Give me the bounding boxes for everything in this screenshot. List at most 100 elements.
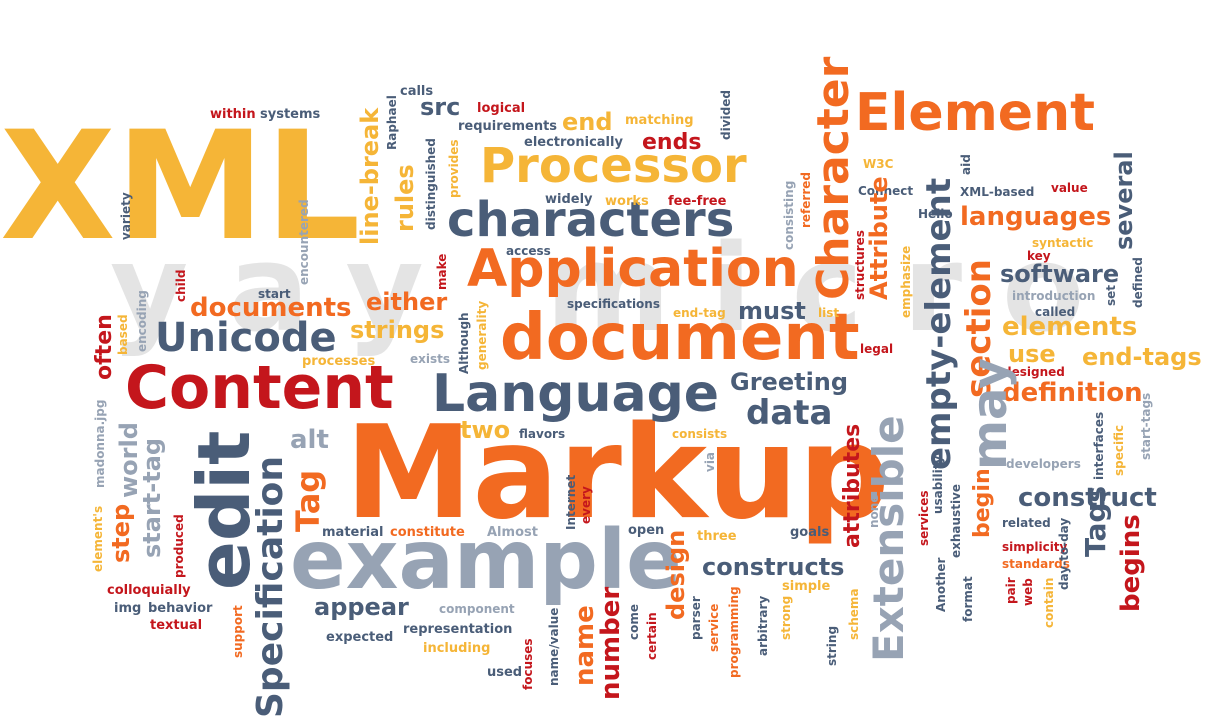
cloud-word-simple: simple	[782, 579, 831, 594]
cloud-word-pair: pair	[1004, 577, 1018, 604]
cloud-word-madonna-jpg: madonna.jpg	[93, 399, 107, 488]
cloud-word-introduction: introduction	[1012, 289, 1096, 303]
cloud-word-specific: specific	[1112, 424, 1126, 476]
cloud-word-start: start	[258, 287, 291, 301]
cloud-word-begin: begin	[970, 468, 995, 538]
cloud-word-divided: divided	[719, 90, 733, 140]
cloud-word-value: value	[1051, 181, 1088, 195]
cloud-word-processor: Processor	[480, 138, 747, 194]
cloud-word-must: must	[738, 297, 806, 325]
cloud-word-legal: legal	[860, 342, 894, 356]
cloud-word-tags: Tags	[1079, 485, 1112, 557]
cloud-word-characters: characters	[447, 192, 735, 248]
cloud-word-including: including	[423, 641, 491, 656]
cloud-word-goals: goals	[790, 525, 830, 540]
cloud-word-definition: definition	[1002, 378, 1143, 408]
cloud-word-interfaces: interfaces	[1092, 411, 1106, 480]
cloud-word-services: services	[917, 490, 931, 546]
cloud-word-contain: contain	[1042, 577, 1056, 628]
cloud-word-string: string	[825, 625, 839, 666]
cloud-word-variety: variety	[119, 192, 133, 240]
cloud-word-calls: calls	[400, 84, 434, 99]
cloud-word-format: format	[961, 576, 975, 622]
cloud-word-element-s: element's	[91, 505, 105, 572]
cloud-word-service: service	[707, 603, 721, 652]
cloud-word-called: called	[1035, 305, 1076, 319]
cloud-word-w3c: W3C	[863, 157, 894, 171]
cloud-word-software: software	[1000, 260, 1120, 288]
cloud-word-provides: provides	[447, 139, 461, 198]
cloud-word-almost: Almost	[487, 525, 538, 540]
cloud-word-generality: generality	[475, 300, 489, 370]
cloud-word-via: via	[703, 451, 717, 472]
cloud-word-requirements: requirements	[458, 119, 558, 134]
cloud-word-img: img	[114, 601, 142, 616]
cloud-word-name-value: name/value	[547, 607, 561, 686]
cloud-word-specification: Specification	[250, 455, 291, 717]
cloud-word-set: set	[1104, 284, 1118, 306]
cloud-word-electronically: electronically	[524, 135, 623, 150]
cloud-word-hello: Hello	[918, 207, 953, 221]
cloud-word-based: based	[116, 314, 130, 355]
cloud-word-matching: matching	[625, 113, 694, 128]
cloud-word-either: either	[366, 288, 448, 316]
cloud-word-colloquially: colloquially	[107, 583, 191, 598]
cloud-word-end-tags: end-tags	[1082, 343, 1202, 371]
cloud-word-appear: appear	[314, 593, 409, 621]
cloud-word-although: Although	[457, 312, 471, 374]
cloud-word-material: material	[322, 525, 384, 540]
cloud-word-two: two	[460, 416, 511, 444]
cloud-word-use: use	[1008, 340, 1056, 368]
cloud-word-consisting: consisting	[782, 180, 796, 250]
cloud-word-languages: languages	[960, 202, 1112, 232]
cloud-word-strong: strong	[779, 595, 793, 640]
cloud-word-referred: referred	[799, 172, 813, 228]
cloud-word-src: src	[420, 93, 461, 121]
cloud-word-exhaustive: exhaustive	[949, 483, 963, 558]
cloud-word-step: step	[107, 503, 135, 563]
cloud-word-related: related	[1002, 516, 1051, 530]
cloud-word-may: may	[962, 357, 1018, 470]
cloud-word-raphael: Raphael	[385, 95, 399, 150]
cloud-word-constitute: constitute	[390, 525, 465, 540]
cloud-word-end-tag: end-tag	[673, 306, 726, 320]
cloud-word-exists: exists	[410, 352, 451, 366]
cloud-word-systems: systems	[260, 107, 321, 122]
cloud-word-open: open	[628, 523, 665, 538]
cloud-word-design: design	[662, 529, 690, 620]
cloud-word-list: list	[818, 306, 840, 320]
cloud-word-tag: Tag	[289, 469, 327, 532]
cloud-word-within: within	[210, 107, 256, 122]
cloud-word-behavior: behavior	[148, 601, 213, 616]
cloud-word-component: component	[439, 602, 515, 616]
cloud-word-defined: defined	[1131, 257, 1145, 308]
cloud-word-document: document	[500, 301, 860, 375]
cloud-word-several: several	[1110, 151, 1138, 250]
cloud-word-consists: consists	[672, 427, 728, 441]
cloud-word-distinguished: distinguished	[424, 138, 438, 230]
cloud-word-elements: elements	[1002, 312, 1138, 342]
cloud-word-focuses: focuses	[521, 638, 535, 690]
cloud-word-attribute: Attribute	[865, 176, 893, 300]
cloud-word-support: support	[231, 605, 245, 658]
cloud-word-web: web	[1021, 578, 1035, 606]
cloud-word-element: Element	[855, 83, 1095, 143]
cloud-word-standards: standards	[1002, 557, 1070, 571]
cloud-word-day-to-day: day-to-day	[1057, 517, 1071, 590]
cloud-word-language: Language	[432, 364, 720, 424]
cloud-word-arbitrary: arbitrary	[756, 595, 770, 656]
cloud-word-processes: processes	[302, 354, 376, 369]
cloud-word-key: key	[1027, 249, 1051, 263]
cloud-word-alt: alt	[290, 425, 329, 455]
cloud-word-schema: schema	[847, 588, 861, 640]
cloud-word-specifications: specifications	[567, 297, 660, 311]
cloud-word-three: three	[697, 529, 737, 544]
cloud-word-start-tag: start-tag	[138, 437, 166, 558]
cloud-word-connect: Connect	[858, 184, 914, 198]
cloud-word-construct: construct	[1018, 483, 1157, 513]
cloud-word-child: child	[174, 269, 188, 302]
cloud-word-another: Another	[934, 557, 948, 612]
cloud-word-xml-based: XML-based	[960, 185, 1035, 199]
cloud-word-certain: certain	[645, 612, 659, 660]
